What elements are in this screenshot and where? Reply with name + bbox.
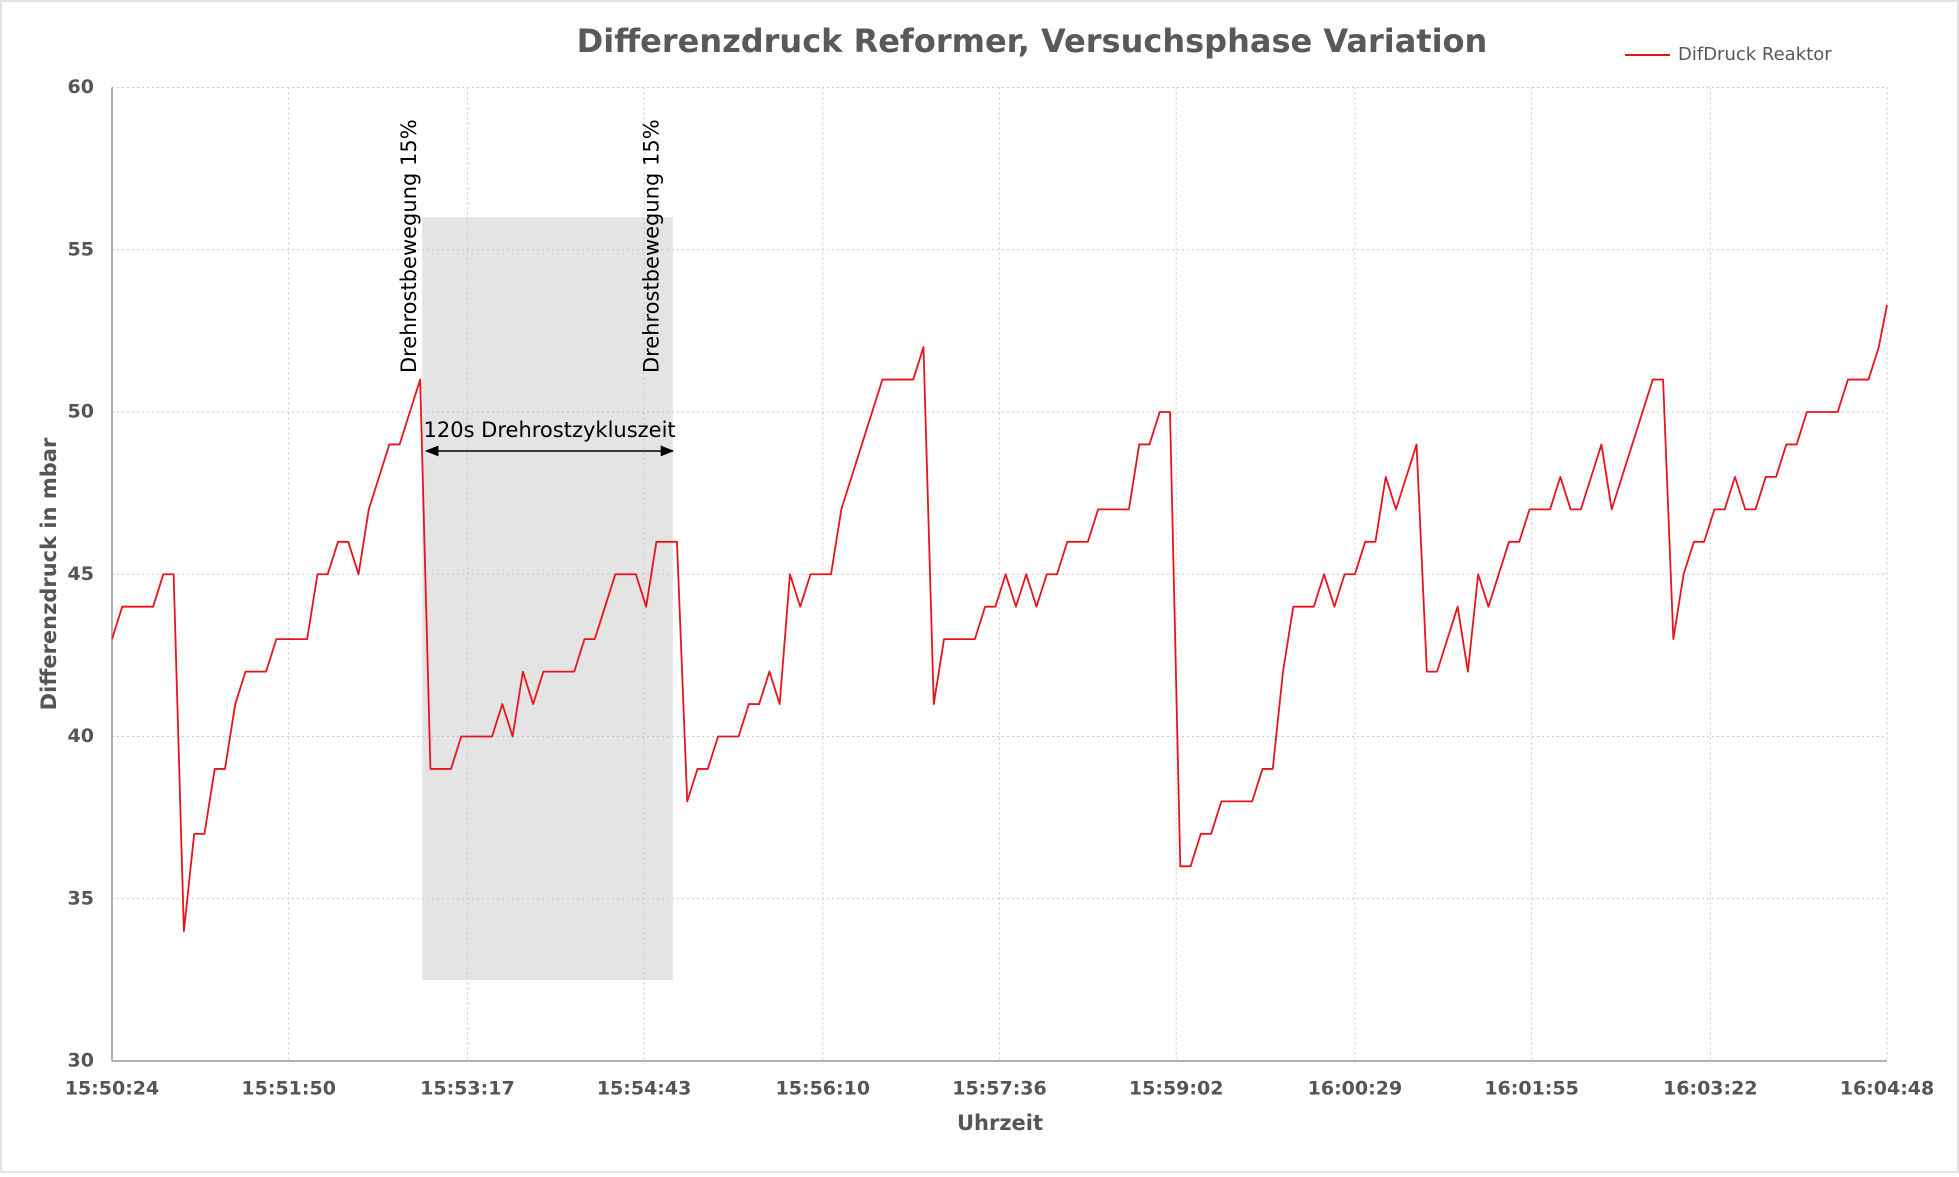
y-tick-label: 35 <box>68 887 94 909</box>
y-tick-label: 55 <box>68 238 94 260</box>
x-tick-label: 15:57:36 <box>952 1078 1047 1100</box>
x-tick-label: 16:00:29 <box>1308 1078 1403 1100</box>
y-tick-label: 60 <box>68 76 94 98</box>
y-tick-label: 45 <box>68 563 94 585</box>
annotation: Drehrostbewegung 15% <box>397 119 421 373</box>
highlight-region <box>422 217 673 980</box>
data-line <box>111 304 1888 933</box>
x-tick-label: 16:04:48 <box>1840 1078 1935 1100</box>
x-tick-label: 15:56:10 <box>776 1078 871 1100</box>
x-tick-label: 15:59:02 <box>1129 1078 1224 1100</box>
y-tick-label: 50 <box>68 401 94 423</box>
x-axis-label: Uhrzeit <box>957 1111 1043 1135</box>
legend-label: DifDruck Reaktor <box>1678 44 1832 65</box>
y-tick-label: 30 <box>68 1050 94 1072</box>
x-tick-label: 15:53:17 <box>420 1078 515 1100</box>
y-tick-label: 40 <box>68 725 94 747</box>
x-tick-label: 15:51:50 <box>241 1078 336 1100</box>
x-tick-label: 16:01:55 <box>1484 1078 1579 1100</box>
y-axis-label: Differenzdruck in mbar <box>37 437 61 710</box>
annotation: Drehrostbewegung 15% <box>639 119 663 373</box>
plot: 30 35 40 45 50 55 60 15:50:24 15:51:50 15:53:17 15… <box>65 44 1935 1100</box>
chart-title: Differenzdruck Reformer, Versuchsphase V… <box>577 22 1488 60</box>
interval-label: 120s Drehrostzykluszeit <box>423 418 675 442</box>
x-tick-label: 16:03:22 <box>1663 1078 1758 1100</box>
x-tick-label: 15:54:43 <box>597 1078 692 1100</box>
x-tick-label: 15:50:24 <box>65 1078 160 1100</box>
